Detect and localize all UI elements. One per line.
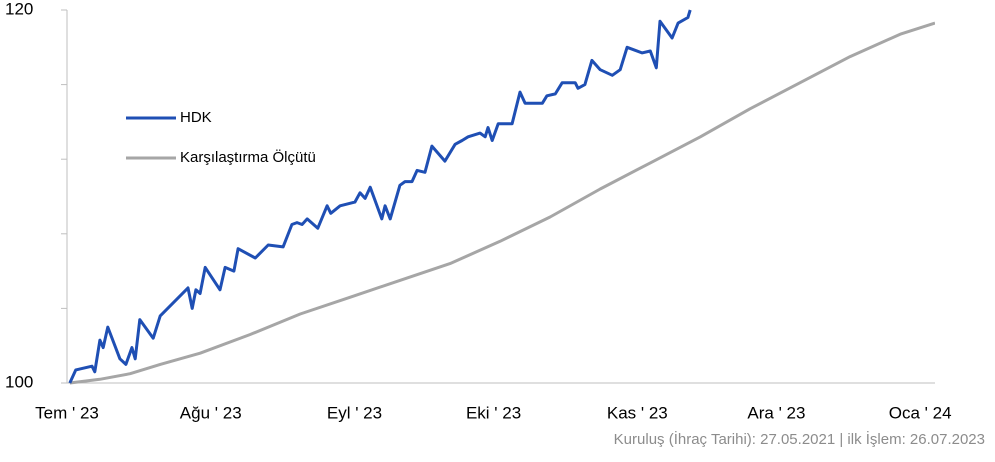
x-tick-label: Ağu ' 23 [180,403,242,422]
legend-label: HDK [180,109,212,126]
x-tick-label: Eki ' 23 [466,403,521,422]
legend-label: Karşılaştırma Ölçütü [180,148,316,166]
series-line [69,21,935,385]
x-tick-label: Eyl ' 23 [327,403,382,422]
x-tick-label: Oca ' 24 [889,403,952,422]
x-tick-label: Tem ' 23 [35,403,99,422]
x-tick-label: Kas ' 23 [607,403,668,422]
y-tick-label: 120 [5,0,33,18]
series-line [68,9,692,384]
x-tick-label: Ara ' 23 [747,403,805,422]
footnote: Kuruluş (İhraç Tarihi): 27.05.2021 | ilk… [614,430,985,448]
y-tick-label: 100 [5,372,33,391]
